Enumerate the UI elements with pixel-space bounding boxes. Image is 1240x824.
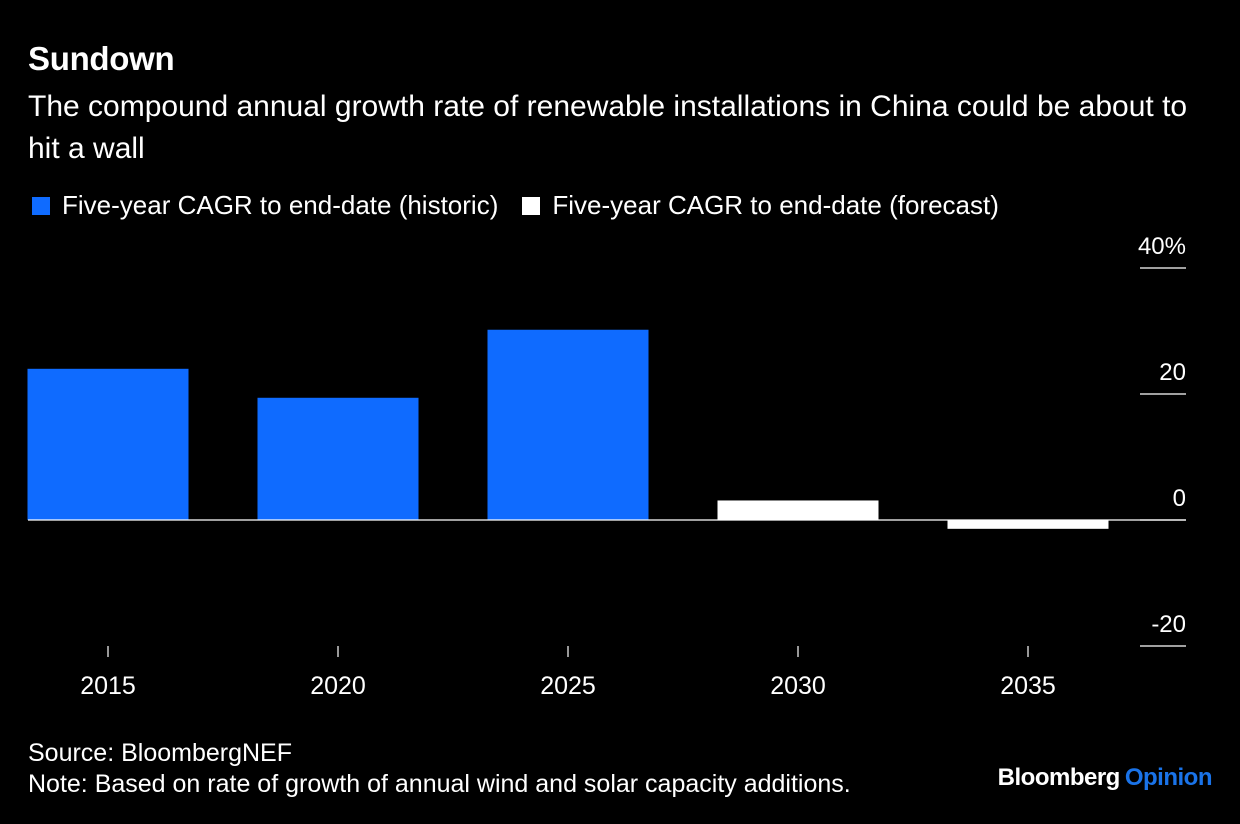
bar-2035 bbox=[947, 520, 1109, 529]
legend-label-forecast: Five-year CAGR to end-date (forecast) bbox=[552, 190, 999, 220]
brand-accent: Opinion bbox=[1124, 764, 1213, 791]
bar-2020 bbox=[257, 397, 419, 520]
bar-2025 bbox=[487, 329, 649, 520]
brand-main: Bloomberg bbox=[997, 764, 1121, 791]
bar-2030 bbox=[717, 500, 879, 520]
chart-title: Sundown bbox=[28, 40, 175, 77]
source-note: Source: BloombergNEF Note: Based on rate… bbox=[28, 738, 851, 800]
bar-2015 bbox=[27, 368, 189, 520]
x-tick-label: 2035 bbox=[1000, 672, 1056, 700]
legend-item-historic: Five-year CAGR to end-date (historic) bbox=[32, 190, 498, 221]
legend-swatch-historic bbox=[32, 196, 50, 215]
bloomberg-opinion-logo: Bloomberg Opinion bbox=[997, 764, 1213, 792]
note-line: Note: Based on rate of growth of annual … bbox=[28, 770, 851, 798]
legend-swatch-forecast bbox=[522, 196, 541, 215]
x-tick-label: 2030 bbox=[770, 672, 826, 700]
x-tick-label: 2025 bbox=[540, 672, 596, 700]
y-tick-label: 0 bbox=[1173, 485, 1186, 512]
legend: Five-year CAGR to end-date (historic) Fi… bbox=[32, 190, 1023, 221]
y-tick-label: 20 bbox=[1159, 359, 1186, 386]
source-line: Source: BloombergNEF bbox=[28, 739, 293, 767]
legend-label-historic: Five-year CAGR to end-date (historic) bbox=[62, 190, 499, 220]
legend-item-forecast: Five-year CAGR to end-date (forecast) bbox=[522, 190, 999, 221]
chart-subtitle: The compound annual growth rate of renew… bbox=[28, 90, 1188, 165]
y-tick-label: 40% bbox=[1138, 233, 1186, 260]
x-tick-label: 2020 bbox=[310, 672, 366, 700]
x-tick-label: 2015 bbox=[80, 672, 136, 700]
y-tick-label: -20 bbox=[1151, 611, 1186, 638]
